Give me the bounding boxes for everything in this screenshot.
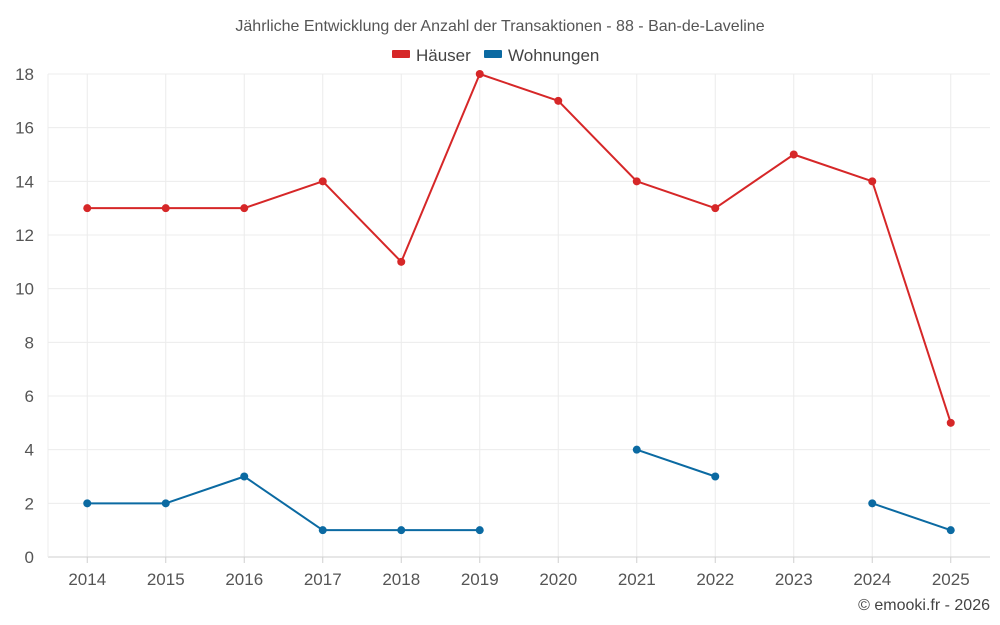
series-wohnungen [83,445,955,535]
series-line-wohnungen [636,448,716,478]
y-tick-label: 12 [15,226,34,245]
data-point-wohnungen-2018[interactable] [397,526,406,535]
data-point-wohnungen-2019[interactable] [475,526,484,535]
y-tick-label: 10 [15,280,34,299]
series-line-wohnungen [87,475,480,532]
x-tick-label: 2021 [618,570,656,589]
data-point-haeuser-2021[interactable] [632,177,641,186]
x-tick-label: 2017 [304,570,342,589]
data-point-haeuser-2025[interactable] [946,418,955,427]
credit-text: © emooki.fr - 2026 [858,597,990,614]
data-point-haeuser-2020[interactable] [554,96,563,105]
y-tick-label: 18 [15,65,34,84]
y-tick-label: 6 [25,387,34,406]
data-point-wohnungen-2024[interactable] [868,499,877,508]
chart-title: Jährliche Entwicklung der Anzahl der Tra… [235,18,764,35]
y-tick-label: 16 [15,119,34,138]
data-point-wohnungen-2015[interactable] [161,499,170,508]
legend: Häuser Wohnungen [392,46,599,65]
legend-swatch-wohnungen [484,50,502,58]
y-tick-label: 0 [25,548,34,567]
data-point-wohnungen-2022[interactable] [711,472,720,481]
x-tick-label: 2018 [382,570,420,589]
data-point-wohnungen-2016[interactable] [240,472,249,481]
x-tick-label: 2024 [853,570,891,589]
data-point-haeuser-2023[interactable] [789,150,798,159]
data-point-haeuser-2015[interactable] [161,204,170,213]
x-tick-label: 2019 [461,570,499,589]
data-point-wohnungen-2014[interactable] [83,499,92,508]
data-point-wohnungen-2017[interactable] [318,526,327,535]
data-point-wohnungen-2025[interactable] [946,526,955,535]
data-point-haeuser-2024[interactable] [868,177,877,186]
data-point-haeuser-2022[interactable] [711,204,720,213]
y-tick-label: 14 [15,172,34,191]
data-point-haeuser-2016[interactable] [240,204,249,213]
x-tick-label: 2022 [696,570,734,589]
data-point-wohnungen-2021[interactable] [632,445,641,454]
y-tick-label: 2 [25,494,34,513]
legend-swatch-haeuser [392,50,410,58]
x-tick-label: 2016 [225,570,263,589]
legend-label-wohnungen[interactable]: Wohnungen [508,46,599,65]
series-line-wohnungen [871,502,952,532]
x-tick-label: 2025 [932,570,970,589]
data-point-haeuser-2017[interactable] [318,177,327,186]
series-haeuser [83,70,955,427]
data-point-haeuser-2019[interactable] [475,70,484,78]
x-tick-label: 2020 [539,570,577,589]
series [83,70,955,535]
series-line-haeuser [87,73,952,424]
axes: 0 2 4 6 8 10 12 14 16 18 2014 2015 2016 2017 2018 2019 2… [15,65,990,589]
data-point-haeuser-2014[interactable] [83,204,92,213]
legend-label-haeuser[interactable]: Häuser [416,46,471,65]
x-tick-label: 2014 [68,570,106,589]
grid [48,73,990,557]
x-tick-label: 2023 [775,570,813,589]
y-tick-label: 8 [25,333,34,352]
x-tick-label: 2015 [147,570,185,589]
y-tick-label: 4 [25,441,34,460]
data-point-haeuser-2018[interactable] [397,257,406,266]
